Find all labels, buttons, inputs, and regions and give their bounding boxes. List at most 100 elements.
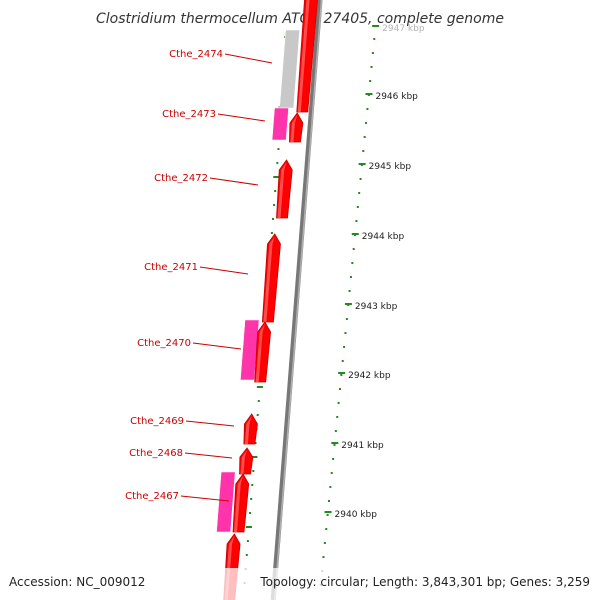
gene-label: Cthe_2474: [169, 49, 223, 60]
cds-bar-2473: [271, 107, 289, 141]
inner-tick: [276, 162, 279, 164]
gene-arrow-2473-shine: [290, 115, 298, 142]
footer-bg: [0, 568, 600, 600]
outer-tick: [369, 80, 372, 82]
cds-bar-2467: [216, 471, 236, 533]
outer-tick: [334, 430, 337, 432]
kbp-major-tick: [358, 163, 366, 165]
kbp-label: 2946 kbp: [375, 92, 418, 102]
kbp-major-tick: [338, 372, 346, 374]
gene-arrow-2474-shine: [297, 0, 310, 112]
outer-tick: [359, 178, 362, 180]
inner-tick: [251, 484, 254, 486]
gene-leader-line: [217, 113, 266, 122]
outer-tick: [336, 416, 339, 418]
outer-tick: [362, 150, 365, 152]
inner-tick: [250, 498, 253, 500]
gene-arrow-2468-shine: [240, 450, 248, 474]
kbp-label: 2943 kbp: [355, 302, 398, 312]
gene-arrow-2467-shine: [234, 476, 244, 532]
outer-tick: [326, 514, 329, 516]
gene-leader-line: [224, 53, 273, 64]
gene-label: Cthe_2470: [137, 338, 191, 349]
outer-tick: [345, 318, 348, 320]
outer-tick: [370, 66, 373, 68]
inner-tick: [270, 232, 273, 234]
inner-tick: [256, 386, 263, 388]
gene-arrow-2470-shine: [255, 324, 265, 382]
outer-tick: [328, 500, 330, 502]
outer-tick: [352, 248, 355, 250]
gene-leader-line: [185, 420, 235, 427]
outer-tick: [365, 122, 368, 124]
gene-leader-line: [199, 266, 249, 275]
gene-leader-line: [184, 452, 233, 459]
kbp-major-tick: [331, 442, 339, 444]
kbp-major-tick: [324, 511, 332, 513]
gene-arrow-2472-shine: [277, 162, 287, 218]
outer-tick: [349, 276, 352, 278]
inner-tick: [257, 400, 260, 402]
outer-tick: [366, 108, 369, 110]
inner-tick: [273, 204, 276, 206]
gene-label-group: Cthe_2474 Cthe_2473 Cthe_2472 Cthe_2471 Cthe…: [125, 49, 273, 502]
kbp-label: 2941 kbp: [341, 441, 384, 451]
gene-label: Cthe_2469: [130, 416, 184, 427]
outer-tick: [325, 528, 328, 530]
genome-backbone: [270, 0, 323, 600]
outer-tick: [358, 192, 361, 194]
kbp-major-tick: [365, 93, 373, 95]
inner-tick: [251, 456, 258, 458]
inner-tick: [249, 512, 252, 514]
backbone-line: [270, 0, 323, 600]
outer-tick: [333, 444, 336, 446]
gene-arrow-2471-shine: [263, 236, 275, 322]
outer-tick-ring: [319, 38, 376, 586]
kbp-label: 2944 kbp: [362, 232, 405, 242]
accession-text: Accession: NC_009012: [9, 575, 145, 589]
outer-tick: [337, 402, 340, 404]
inner-tick: [254, 442, 257, 444]
outer-tick: [371, 52, 374, 54]
outer-tick: [322, 556, 325, 558]
kbp-label: 2945 kbp: [369, 162, 412, 172]
outer-tick: [351, 262, 354, 264]
kbp-major-tick: [372, 25, 380, 27]
outer-tick: [355, 220, 358, 222]
outer-tick: [356, 206, 359, 208]
outer-tick: [332, 458, 335, 460]
backbone-highlight: [273, 0, 323, 600]
inner-tick: [274, 190, 277, 192]
gene-leader-line: [209, 177, 259, 186]
outer-tick: [329, 486, 332, 488]
kbp-major-tick: [344, 303, 352, 305]
map-title: Clostridium thermocellum ATCC 27405, com…: [96, 11, 504, 27]
inner-tick: [245, 526, 252, 528]
outer-tick: [344, 332, 347, 334]
outer-tick: [340, 374, 343, 376]
outer-tick: [330, 472, 333, 474]
outer-tick: [341, 360, 344, 362]
gene-arrow-2469-shine: [244, 416, 252, 444]
gene-label: Cthe_2471: [144, 262, 198, 273]
outer-tick: [323, 542, 326, 544]
gene-label: Cthe_2473: [162, 109, 216, 120]
inner-tick: [245, 554, 248, 556]
outer-tick: [373, 38, 376, 40]
gene-leader-line: [192, 342, 242, 350]
inner-tick: [273, 176, 280, 178]
outer-tick: [363, 136, 366, 138]
topology-text: Topology: circular; Length: 3,843,301 bp…: [259, 575, 590, 589]
inner-tick: [252, 470, 255, 472]
kbp-label: 2940 kbp: [335, 510, 378, 520]
kbp-label: 2942 kbp: [348, 371, 391, 381]
gene-label: Cthe_2472: [154, 173, 208, 184]
feature-track: [216, 0, 318, 600]
gene-leader-line: [180, 495, 230, 502]
kbp-major-tick: [351, 233, 359, 235]
kbp-label-group: 2947 kbp 2946 kbp 2945 kbp 2944 kbp 2943 kbp…: [324, 24, 425, 520]
gene-label: Cthe_2467: [125, 491, 179, 502]
outer-tick: [348, 290, 351, 292]
inner-tick: [277, 148, 280, 150]
